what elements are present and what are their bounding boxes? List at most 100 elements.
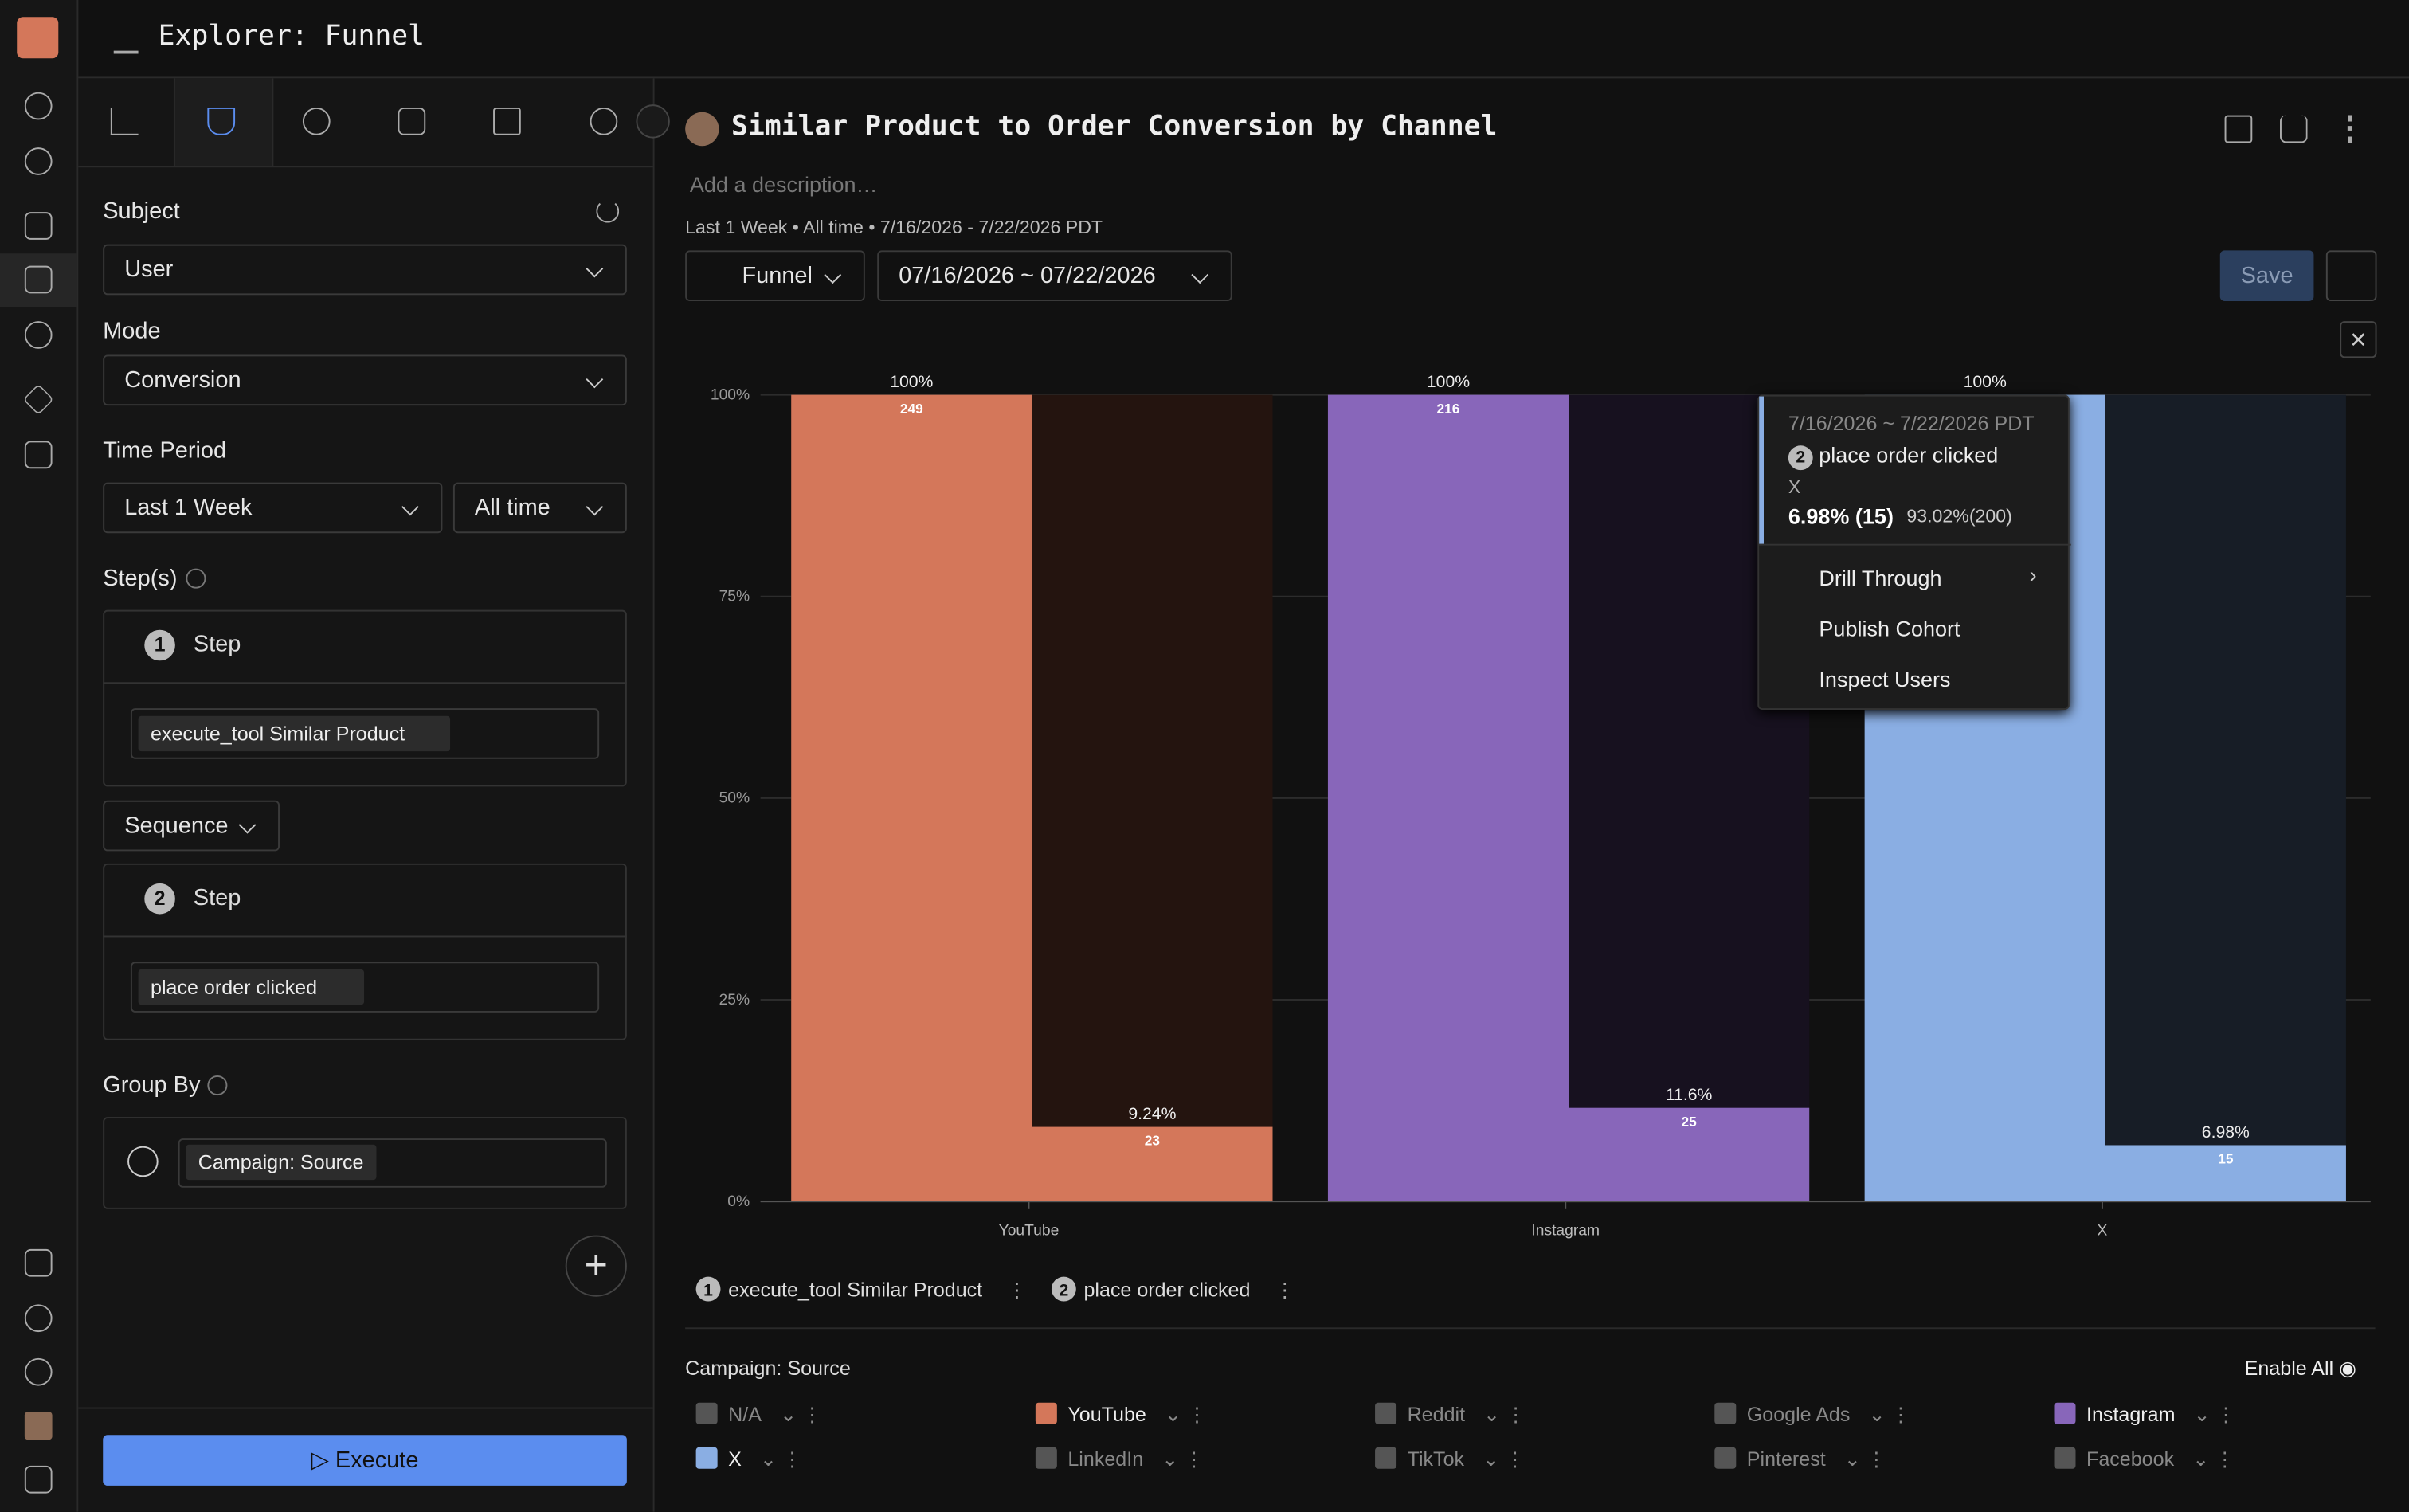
field-label: Mode <box>103 318 161 344</box>
item-menu[interactable]: ⌄ ⋮ <box>1483 1447 1526 1471</box>
subject-dropdown[interactable]: User <box>103 244 627 296</box>
checkbox[interactable] <box>1035 1402 1057 1424</box>
divider <box>103 935 627 938</box>
checkbox[interactable] <box>1714 1447 1737 1469</box>
breakdown-item[interactable]: Pinterest ⌄ ⋮ <box>1714 1447 1886 1472</box>
checkbox[interactable] <box>1714 1402 1737 1424</box>
legend-item[interactable]: 1 execute_tool Similar Product ⋮ <box>695 1276 1027 1302</box>
event-chip[interactable]: execute_tool Similar Product <box>138 715 451 752</box>
menu-item[interactable]: Publish Cohort <box>1819 616 1960 641</box>
top-bar <box>78 0 2409 79</box>
description[interactable]: Add a description… <box>689 171 878 197</box>
nav-active[interactable] <box>0 253 77 307</box>
item-menu[interactable]: ⌄ ⋮ <box>2192 1447 2235 1471</box>
nav-icon[interactable] <box>24 147 53 175</box>
group-field[interactable] <box>178 1138 607 1188</box>
checkbox[interactable] <box>1375 1447 1397 1469</box>
item-menu[interactable]: ⌄ ⋮ <box>760 1447 803 1471</box>
event-chip[interactable]: place order clicked <box>138 969 365 1005</box>
range-dropdown[interactable]: All time <box>452 482 627 534</box>
nav-icon[interactable] <box>24 265 53 294</box>
breakdown-item[interactable]: X ⌄ ⋮ <box>695 1447 803 1472</box>
tab-icon[interactable] <box>493 107 521 135</box>
enable-all-label: Enable All <box>2244 1356 2334 1380</box>
more-icon[interactable] <box>2347 115 2357 143</box>
menu-item[interactable]: Drill Through <box>1819 565 1942 590</box>
count-label: 249 <box>900 401 923 417</box>
nav-icon[interactable] <box>24 212 53 240</box>
info-icon <box>186 568 206 589</box>
item-menu[interactable]: ⌄ ⋮ <box>780 1402 823 1426</box>
item-label: N/A <box>728 1402 762 1426</box>
breakdown-item[interactable]: Reddit ⌄ ⋮ <box>1375 1402 1526 1428</box>
mode-dropdown[interactable]: Conversion <box>103 354 627 406</box>
breakdown-item[interactable]: Facebook ⌄ ⋮ <box>2054 1447 2235 1472</box>
settings-button[interactable] <box>2325 250 2377 301</box>
page-title: Explorer: Funnel <box>158 20 425 53</box>
item-menu[interactable]: ⌄ ⋮ <box>2193 1402 2236 1426</box>
nav-icon[interactable] <box>24 92 53 120</box>
nav-icon[interactable] <box>24 1357 53 1386</box>
legend-item[interactable]: 2 place order clicked ⋮ <box>1051 1276 1295 1302</box>
step-label: Step <box>193 884 241 911</box>
nav-icon[interactable] <box>24 321 53 349</box>
tooltip: 7/16/2026 ~ 7/22/2026 PDT 2 place order … <box>1757 394 2071 710</box>
chart-type-dropdown[interactable]: Funnel <box>685 250 865 301</box>
checkbox[interactable] <box>2054 1402 2076 1424</box>
checkbox[interactable] <box>1035 1447 1057 1469</box>
event-field[interactable] <box>130 962 600 1013</box>
nav-icon[interactable] <box>24 1304 53 1333</box>
execute-button[interactable]: ▷ Execute <box>103 1435 627 1486</box>
item-menu[interactable]: ⌄ ⋮ <box>1165 1402 1208 1426</box>
breakdown-item[interactable]: LinkedIn ⌄ ⋮ <box>1035 1447 1204 1472</box>
item-menu[interactable]: ⌄ ⋮ <box>1843 1447 1886 1471</box>
tab-icon[interactable] <box>590 107 618 135</box>
item-label: Pinterest <box>1746 1447 1826 1471</box>
checkbox[interactable] <box>1375 1402 1397 1424</box>
bar <box>2105 1145 2346 1202</box>
collapse-button[interactable] <box>636 104 670 139</box>
item-menu[interactable]: ⌄ ⋮ <box>1483 1402 1526 1426</box>
save-button[interactable]: Save <box>2219 250 2314 301</box>
legend-badge <box>695 1276 721 1302</box>
sequence-dropdown[interactable]: Sequence <box>103 800 280 852</box>
checkbox[interactable] <box>695 1447 718 1469</box>
nav-icon[interactable] <box>24 441 53 469</box>
enable-all[interactable]: Enable All ◉ <box>2244 1356 2357 1380</box>
event-field[interactable] <box>130 708 600 759</box>
field-label: Time Period <box>103 437 227 464</box>
menu-item[interactable]: Inspect Users <box>1819 666 1951 691</box>
period-dropdown[interactable]: Last 1 Week <box>103 482 443 534</box>
tab-icon[interactable] <box>110 107 139 135</box>
breakdown-item[interactable]: Google Ads ⌄ ⋮ <box>1714 1402 1911 1428</box>
item-menu[interactable]: ⌄ ⋮ <box>1161 1447 1204 1471</box>
add-button[interactable]: + <box>565 1235 627 1297</box>
tab-icon[interactable] <box>302 107 331 135</box>
nav-icon[interactable] <box>24 1248 53 1277</box>
checkbox[interactable] <box>2054 1447 2076 1469</box>
tab-icon[interactable] <box>398 107 426 135</box>
checkbox[interactable] <box>695 1402 718 1424</box>
date-dropdown[interactable]: 07/16/2026 ~ 07/22/2026 <box>877 250 1232 301</box>
breakdown-item[interactable]: YouTube ⌄ ⋮ <box>1035 1402 1208 1428</box>
avatar[interactable] <box>24 1412 53 1440</box>
item-menu[interactable]: ⌄ ⋮ <box>1868 1402 1911 1426</box>
tab-icon[interactable] <box>207 107 236 135</box>
item-label: YouTube <box>1067 1402 1146 1426</box>
breakdown-item[interactable]: Instagram ⌄ ⋮ <box>2054 1402 2236 1428</box>
count-label: 216 <box>1437 401 1460 417</box>
breakdown-item[interactable]: N/A ⌄ ⋮ <box>695 1402 823 1428</box>
logo[interactable] <box>17 17 59 59</box>
reset-icon[interactable] <box>596 199 620 223</box>
nav-icon[interactable] <box>24 1465 53 1494</box>
magic-icon[interactable] <box>2224 115 2253 143</box>
breakdown-item[interactable]: TikTok ⌄ ⋮ <box>1375 1447 1525 1472</box>
close-button[interactable]: ✕ <box>2340 321 2377 358</box>
share-icon[interactable] <box>2279 115 2308 143</box>
tab-active[interactable] <box>173 78 274 166</box>
group-chip[interactable]: Campaign: Source <box>186 1144 376 1181</box>
bar <box>791 394 1032 1202</box>
bar-track <box>2105 394 2346 1202</box>
legend-label: execute_tool Similar Product <box>728 1279 982 1302</box>
